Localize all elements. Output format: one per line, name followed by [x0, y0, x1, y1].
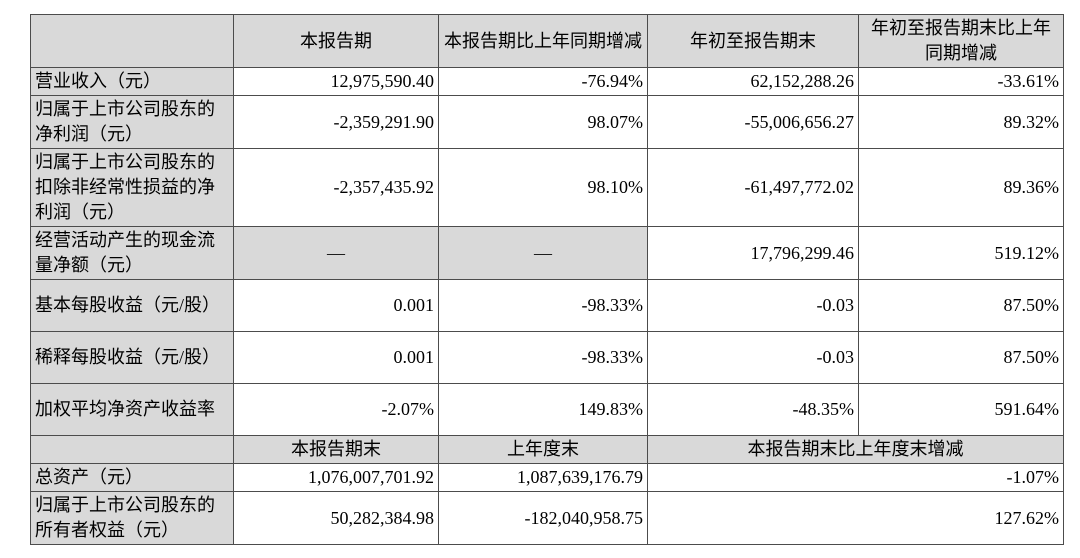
row-label: 基本每股收益（元/股）: [30, 279, 234, 332]
cell-value: 149.83%: [438, 383, 648, 436]
cell-value: 17,796,299.46: [647, 226, 859, 280]
table-row: 归属于上市公司股东的净利润（元） -2,359,291.90 98.07% -5…: [30, 95, 1064, 149]
subheader-cell-blank: [30, 435, 234, 464]
row-label: 归属于上市公司股东的扣除非经常性损益的净利润（元）: [30, 148, 234, 227]
row-label: 归属于上市公司股东的净利润（元）: [30, 95, 234, 149]
cell-value: 0.001: [233, 279, 439, 332]
header-cell-ytd-vs-prior: 年初至报告期末比上年同期增减: [858, 14, 1064, 68]
cell-value: 98.07%: [438, 95, 648, 149]
cell-value: -55,006,656.27: [647, 95, 859, 149]
table-row: 基本每股收益（元/股） 0.001 -98.33% -0.03 87.50%: [30, 279, 1064, 332]
cell-value: 50,282,384.98: [233, 491, 439, 545]
table-row: 加权平均净资产收益率 -2.07% 149.83% -48.35% 591.64…: [30, 383, 1064, 436]
subheader-cell-prior-year-end: 上年度末: [438, 435, 648, 464]
cell-value: 1,076,007,701.92: [233, 463, 439, 492]
cell-value-dash: —: [233, 226, 439, 280]
cell-value: -1.07%: [647, 463, 1064, 492]
cell-value: -0.03: [647, 279, 859, 332]
cell-value: -2,357,435.92: [233, 148, 439, 227]
cell-value: 98.10%: [438, 148, 648, 227]
cell-value: -61,497,772.02: [647, 148, 859, 227]
table-row: 营业收入（元） 12,975,590.40 -76.94% 62,152,288…: [30, 67, 1064, 96]
row-label: 经营活动产生的现金流量净额（元）: [30, 226, 234, 280]
table-row: 经营活动产生的现金流量净额（元） — — 17,796,299.46 519.1…: [30, 226, 1064, 280]
row-label: 归属于上市公司股东的所有者权益（元）: [30, 491, 234, 545]
header-cell-current-period: 本报告期: [233, 14, 439, 68]
cell-value: -98.33%: [438, 331, 648, 384]
subheader-row: 本报告期末 上年度末 本报告期末比上年度末增减: [30, 435, 1064, 464]
cell-value: -48.35%: [647, 383, 859, 436]
cell-value-dash: —: [438, 226, 648, 280]
table-row: 稀释每股收益（元/股） 0.001 -98.33% -0.03 87.50%: [30, 331, 1064, 384]
subheader-cell-period-end: 本报告期末: [233, 435, 439, 464]
row-label: 总资产（元）: [30, 463, 234, 492]
financial-summary-table: 本报告期 本报告期比上年同期增减 年初至报告期末 年初至报告期末比上年同期增减 …: [30, 14, 1064, 545]
cell-value: 89.32%: [858, 95, 1064, 149]
cell-value: -33.61%: [858, 67, 1064, 96]
cell-value: 519.12%: [858, 226, 1064, 280]
table-row: 归属于上市公司股东的所有者权益（元） 50,282,384.98 -182,04…: [30, 491, 1064, 545]
header-cell-ytd: 年初至报告期末: [647, 14, 859, 68]
cell-value: -0.03: [647, 331, 859, 384]
cell-value: -98.33%: [438, 279, 648, 332]
header-cell-current-vs-prior: 本报告期比上年同期增减: [438, 14, 648, 68]
cell-value: 1,087,639,176.79: [438, 463, 648, 492]
cell-value: 87.50%: [858, 331, 1064, 384]
cell-value: 127.62%: [647, 491, 1064, 545]
header-row: 本报告期 本报告期比上年同期增减 年初至报告期末 年初至报告期末比上年同期增减: [30, 14, 1064, 68]
cell-value: -2,359,291.90: [233, 95, 439, 149]
header-cell-blank: [30, 14, 234, 68]
cell-value: -76.94%: [438, 67, 648, 96]
cell-value: 87.50%: [858, 279, 1064, 332]
table-row: 归属于上市公司股东的扣除非经常性损益的净利润（元） -2,357,435.92 …: [30, 148, 1064, 227]
cell-value: 591.64%: [858, 383, 1064, 436]
row-label: 稀释每股收益（元/股）: [30, 331, 234, 384]
subheader-cell-change-vs-prior-year-end: 本报告期末比上年度末增减: [647, 435, 1064, 464]
cell-value: -2.07%: [233, 383, 439, 436]
row-label: 加权平均净资产收益率: [30, 383, 234, 436]
cell-value: -182,040,958.75: [438, 491, 648, 545]
cell-value: 62,152,288.26: [647, 67, 859, 96]
cell-value: 89.36%: [858, 148, 1064, 227]
cell-value: 0.001: [233, 331, 439, 384]
table-row: 总资产（元） 1,076,007,701.92 1,087,639,176.79…: [30, 463, 1064, 492]
cell-value: 12,975,590.40: [233, 67, 439, 96]
row-label: 营业收入（元）: [30, 67, 234, 96]
